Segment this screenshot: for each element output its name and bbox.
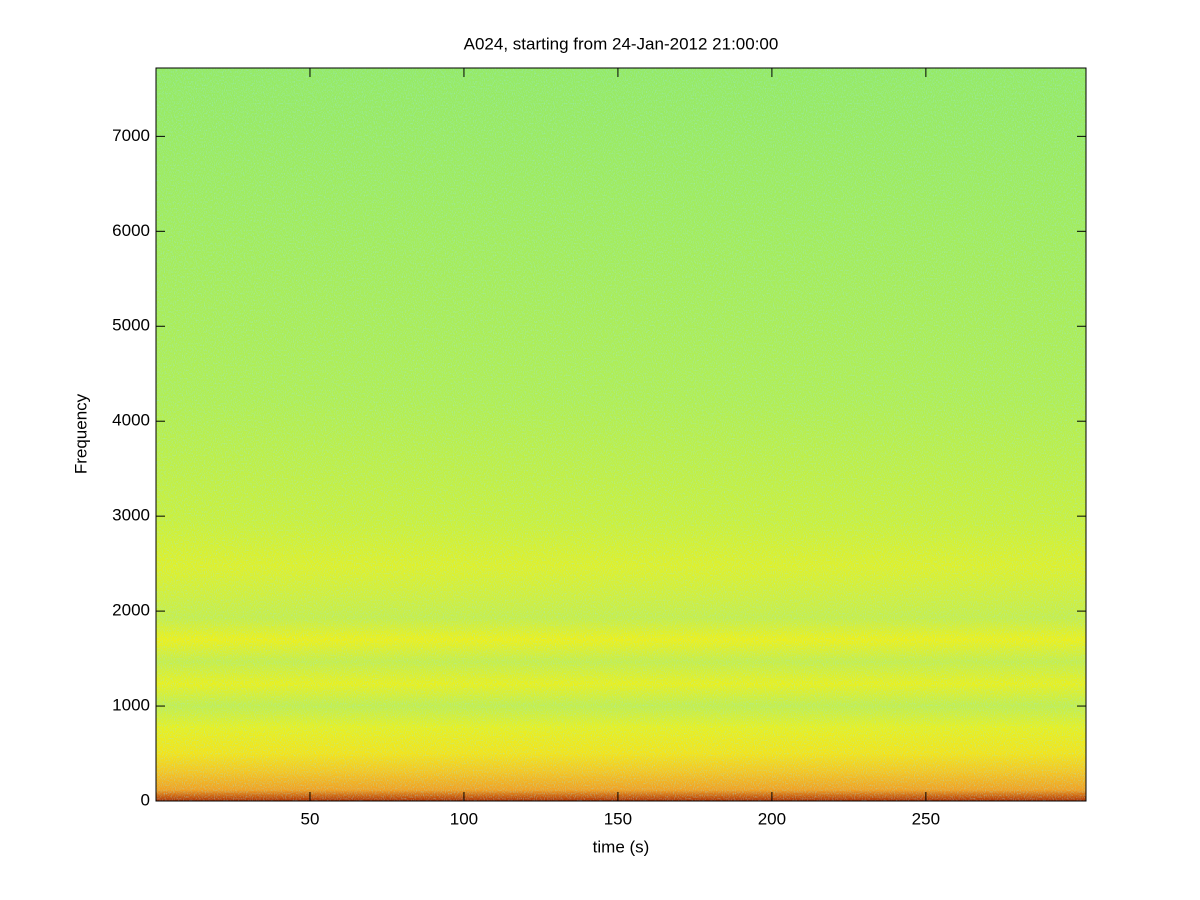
x-axis-label: time (s) — [593, 837, 650, 856]
plot-frame — [155, 67, 1087, 802]
spectrogram-texture — [156, 68, 1086, 801]
chart-title: A024, starting from 24-Jan-2012 21:00:00 — [464, 34, 779, 53]
y-tick-label: 2000 — [112, 601, 150, 620]
x-tick-label: 150 — [604, 809, 632, 828]
y-axis-label: Frequency — [71, 393, 90, 474]
y-tick-label: 7000 — [112, 126, 150, 145]
y-tick-label: 0 — [141, 790, 150, 809]
x-tick-label: 200 — [758, 809, 786, 828]
x-tick-label: 50 — [301, 809, 320, 828]
y-tick-label: 1000 — [112, 696, 150, 715]
y-tick-label: 6000 — [112, 221, 150, 240]
y-tick-label: 5000 — [112, 316, 150, 335]
y-tick-label: 4000 — [112, 411, 150, 430]
x-tick-label: 250 — [912, 809, 940, 828]
y-tick-label: 3000 — [112, 506, 150, 525]
x-tick-label: 100 — [450, 809, 478, 828]
